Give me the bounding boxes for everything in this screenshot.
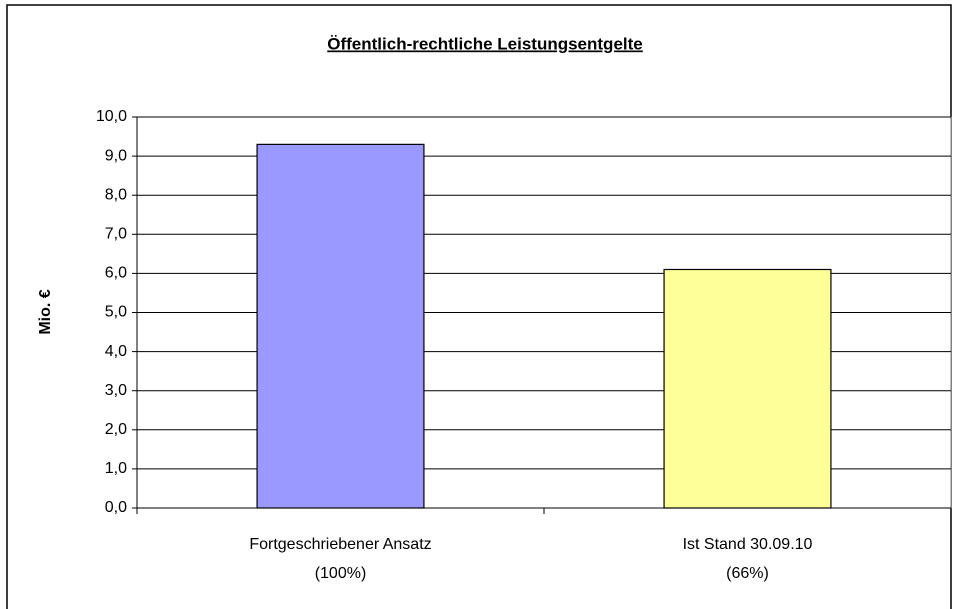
x-tick-label: Ist Stand 30.09.10 (683, 536, 813, 553)
y-tick-label: 10,0 (96, 108, 127, 125)
y-axis-label: Mio. € (37, 289, 54, 334)
y-tick-label: 2,0 (105, 421, 127, 438)
y-tick-label: 6,0 (105, 265, 127, 282)
x-tick-label: (100%) (315, 565, 367, 582)
chart-title: Öffentlich-rechtliche Leistungsentgelte (327, 34, 643, 53)
y-tick-label: 0,0 (105, 499, 127, 516)
y-tick-label: 5,0 (105, 304, 127, 321)
bar (663, 268, 832, 509)
x-tick-label: (66%) (726, 565, 769, 582)
y-tick-label: 3,0 (105, 382, 127, 399)
y-tick-label: 4,0 (105, 343, 127, 360)
y-tick-label: 8,0 (105, 186, 127, 203)
y-tick-label: 1,0 (105, 460, 127, 477)
bar (256, 143, 425, 509)
y-tick-label: 9,0 (105, 147, 127, 164)
x-tick-label: Fortgeschriebener Ansatz (249, 536, 431, 553)
y-tick-label: 7,0 (105, 226, 127, 243)
